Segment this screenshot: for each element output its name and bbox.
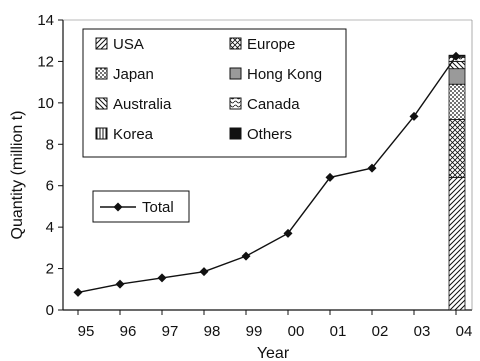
legend-swatch-australia	[95, 97, 108, 110]
x-axis: 95 96 97 98 99 00 01 02 03 04	[77, 310, 473, 340]
total-point	[283, 228, 293, 238]
x-tick-label: 96	[120, 323, 137, 340]
legend-marker-sample	[113, 202, 123, 212]
bar-segment-hong-kong	[448, 68, 466, 85]
x-tick-label: 97	[162, 323, 179, 340]
bar-segment-japan	[448, 83, 466, 120]
y-tick-label: 12	[37, 53, 54, 70]
legend-label: Japan	[113, 66, 154, 83]
x-tick-label: 02	[372, 323, 389, 340]
x-tick-label: 04	[456, 323, 473, 340]
total-point	[115, 279, 125, 289]
legend-swatch-others	[229, 127, 242, 140]
y-tick-label: 8	[46, 136, 54, 153]
legend-label-total: Total	[142, 199, 174, 216]
x-tick-label: 00	[288, 323, 305, 340]
legend-swatch-usa	[95, 37, 108, 50]
legend-swatch-hong-kong	[229, 67, 242, 80]
x-tick-label: 99	[246, 323, 263, 340]
y-axis: 0 2 4 6 8 10 12 14	[37, 12, 63, 319]
y-tick-label: 2	[46, 261, 54, 278]
legend-swatch-korea	[95, 127, 108, 140]
bar-segment-usa	[448, 177, 466, 311]
total-series	[73, 51, 461, 297]
x-axis-title: Year	[257, 345, 290, 361]
x-tick-label: 01	[330, 323, 347, 340]
y-tick-label: 0	[46, 302, 54, 319]
bar-legend: USA Europe Japan Hong Kong Australia Canada Ko…	[82, 28, 347, 158]
x-tick-label: 03	[414, 323, 431, 340]
bar-segment-europe	[448, 119, 466, 178]
legend-label: Others	[247, 126, 292, 143]
x-tick-label: 98	[204, 323, 221, 340]
legend-label: Australia	[113, 96, 172, 113]
legend-swatch-japan	[95, 67, 108, 80]
total-point	[451, 51, 461, 61]
total-point	[157, 273, 167, 283]
legend-swatch-europe	[229, 37, 242, 50]
y-tick-label: 4	[46, 219, 54, 236]
legend-label: Korea	[113, 126, 154, 143]
total-line	[77, 55, 457, 294]
total-point	[409, 111, 419, 121]
y-tick-label: 6	[46, 178, 54, 195]
y-axis-title: Quantity (million t)	[9, 111, 26, 240]
stacked-bar	[448, 54, 466, 311]
y-tick-label: 10	[37, 95, 54, 112]
total-point	[367, 163, 377, 173]
x-tick-label: 95	[78, 323, 95, 340]
line-legend: Total	[92, 190, 190, 223]
legend-label: Hong Kong	[247, 66, 322, 83]
total-point	[325, 172, 335, 182]
total-point	[73, 287, 83, 297]
total-point	[199, 267, 209, 277]
legend-label: Canada	[247, 96, 300, 113]
legend-label: Europe	[247, 36, 295, 53]
total-point	[241, 251, 251, 261]
plot-frame	[62, 19, 473, 311]
y-tick-label: 14	[37, 12, 54, 29]
legend-swatch-canada	[229, 97, 242, 110]
legend-label: USA	[113, 36, 144, 53]
